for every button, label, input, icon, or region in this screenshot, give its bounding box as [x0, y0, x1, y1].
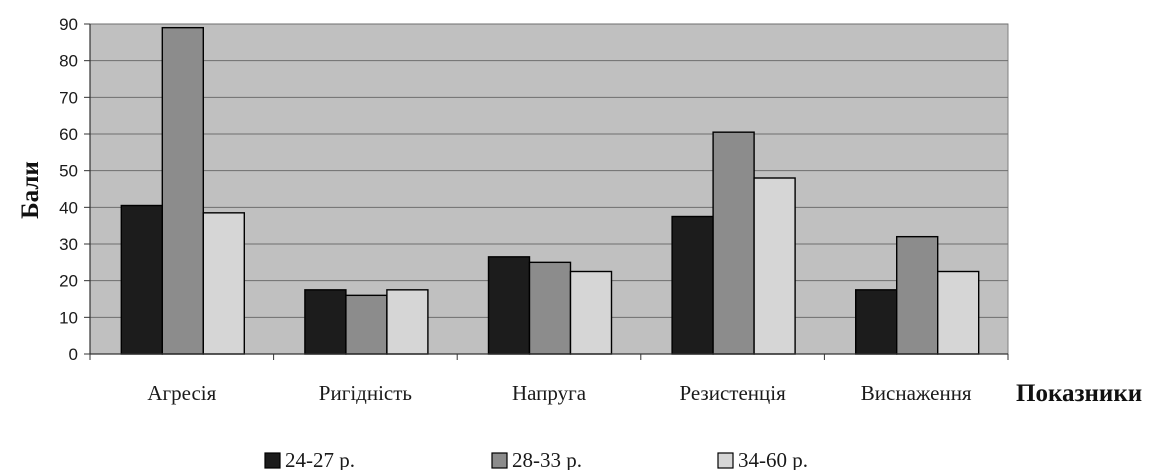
y-tick-label: 40	[59, 198, 78, 217]
y-tick-label: 80	[59, 52, 78, 71]
x-category-label: Виснаження	[861, 381, 972, 405]
bar-3-3	[569, 270, 613, 355]
bar-3-1	[202, 212, 246, 355]
bar-1-1	[120, 204, 164, 355]
axes	[84, 23, 1009, 360]
y-tick-label: 10	[59, 308, 78, 327]
bars	[120, 26, 980, 355]
x-category-label: Резистенція	[679, 381, 786, 405]
legend-swatch	[717, 452, 734, 469]
x-category-label: Ригідність	[319, 381, 412, 405]
x-category-labels: Агресія Ригідність Напруга Резистенція Висна…	[147, 381, 972, 405]
legend-swatch	[264, 452, 281, 469]
bar-1-3	[487, 256, 531, 355]
y-tick-label: 20	[59, 272, 78, 291]
y-tick-label: 70	[59, 88, 78, 107]
x-category-label: Агресія	[147, 381, 216, 405]
bar-3-2	[386, 289, 429, 355]
bar-2-1	[161, 26, 205, 355]
bar-2-4	[712, 131, 755, 355]
y-tick-label: 50	[59, 162, 78, 181]
bar-1-2	[304, 289, 347, 355]
bar-3-5	[937, 270, 980, 355]
legend-label: 24-27 р.	[285, 448, 355, 470]
legend-swatch	[491, 452, 508, 469]
bar-1-4	[671, 215, 714, 355]
bar-1-5	[855, 289, 898, 355]
y-tick-label: 30	[59, 235, 78, 254]
y-tick-labels: 0 10 20 30 40 50 60 70 80 90	[59, 15, 78, 364]
bar-2-2	[345, 294, 388, 355]
y-axis-title: Бали	[17, 161, 44, 219]
bar-2-3	[528, 261, 572, 355]
legend-label: 28-33 р.	[512, 448, 582, 470]
y-tick-label: 90	[59, 15, 78, 34]
legend: 24-27 р. 28-33 р. 34-60 р.	[264, 448, 808, 470]
y-tick-label: 0	[69, 345, 78, 364]
x-axis-title: Показники	[1016, 380, 1142, 407]
bar-2-5	[896, 235, 939, 355]
y-tick-label: 60	[59, 125, 78, 144]
bar-3-4	[753, 177, 796, 355]
legend-label: 34-60 р.	[738, 448, 808, 470]
x-category-label: Напруга	[512, 381, 587, 405]
